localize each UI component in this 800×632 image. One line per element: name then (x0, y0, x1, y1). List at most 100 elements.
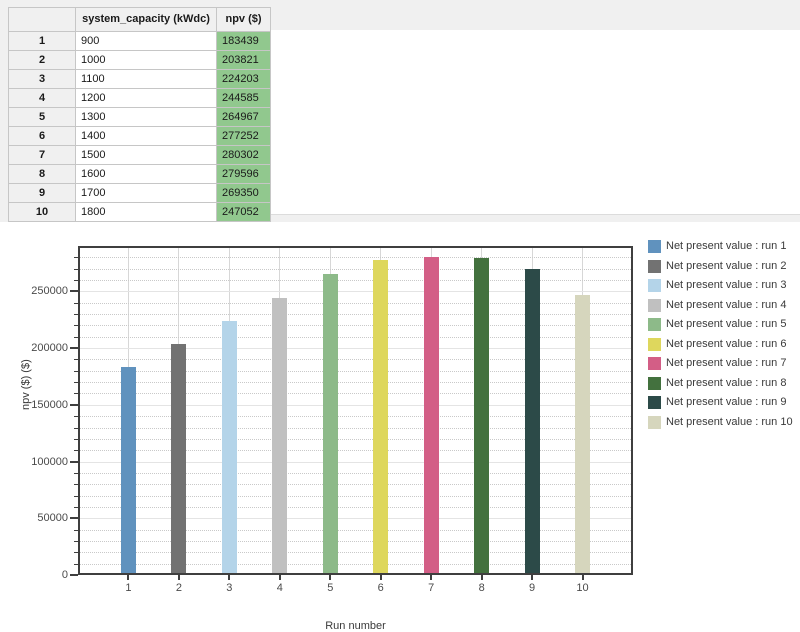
y-major-tick (70, 290, 78, 293)
capacity-cell[interactable]: 900 (75, 31, 217, 51)
legend-label: Net present value : run 7 (666, 357, 787, 369)
x-tick-label: 1 (125, 582, 132, 594)
x-tick (480, 575, 483, 580)
legend-item-run-6: Net present value : run 6 (648, 337, 793, 351)
legend-item-run-2: Net present value : run 2 (648, 259, 793, 273)
y-minor-tick (74, 257, 78, 259)
npv-cell[interactable]: 244585 (216, 88, 271, 108)
capacity-cell[interactable]: 1200 (75, 88, 217, 108)
row-number-cell[interactable]: 9 (8, 183, 76, 203)
major-gridline (78, 518, 633, 520)
minor-gridline (78, 484, 633, 486)
npv-cell[interactable]: 203821 (216, 50, 271, 70)
x-tick (127, 575, 130, 580)
y-major-tick (70, 517, 78, 520)
npv-cell[interactable]: 280302 (216, 145, 271, 165)
row-number-cell[interactable]: 1 (8, 31, 76, 51)
row-number-cell[interactable]: 8 (8, 164, 76, 184)
x-tick-label: 6 (377, 582, 384, 594)
capacity-cell[interactable]: 1600 (75, 164, 217, 184)
bar-run-6[interactable] (373, 260, 389, 575)
row-number-cell[interactable]: 10 (8, 202, 76, 222)
y-minor-tick (74, 325, 78, 327)
row-number-cell[interactable]: 2 (8, 50, 76, 70)
y-minor-tick (74, 472, 78, 474)
y-minor-tick (74, 529, 78, 531)
capacity-cell[interactable]: 1000 (75, 50, 217, 70)
minor-gridline (78, 370, 633, 372)
legend-swatch (648, 415, 661, 429)
table-row: 4 1200 244585 (8, 88, 271, 108)
row-number-cell[interactable]: 7 (8, 145, 76, 165)
x-tick-label: 5 (327, 582, 334, 594)
npv-cell[interactable]: 277252 (216, 126, 271, 146)
x-tick (278, 575, 281, 580)
results-table: system_capacity (kWdc) npv ($) 1 900 18343… (8, 7, 271, 222)
npv-cell[interactable]: 269350 (216, 183, 271, 203)
bar-run-10[interactable] (575, 294, 591, 575)
row-number-cell[interactable]: 3 (8, 69, 76, 89)
y-minor-tick (74, 495, 78, 497)
legend-label: Net present value : run 2 (666, 259, 787, 272)
corner-header-cell[interactable] (8, 7, 76, 32)
capacity-cell[interactable]: 1100 (75, 69, 217, 89)
capacity-cell[interactable]: 1500 (75, 145, 217, 165)
x-tick (228, 575, 231, 580)
bar-run-1[interactable] (120, 366, 136, 575)
legend-label: Net present value : run 9 (666, 396, 787, 408)
legend-label: Net present value : run 8 (666, 376, 787, 389)
y-minor-tick (74, 280, 78, 282)
npv-cell[interactable]: 264967 (216, 107, 271, 127)
major-gridline (78, 461, 633, 463)
table-row: 3 1100 224203 (8, 69, 271, 89)
npv-cell[interactable]: 279596 (216, 164, 271, 184)
legend-item-run-8: Net present value : run 8 (648, 376, 793, 390)
legend-swatch (648, 259, 661, 273)
capacity-cell[interactable]: 1700 (75, 183, 217, 203)
y-tick-label: 200000 (31, 342, 68, 355)
minor-gridline (78, 427, 633, 429)
bar-run-3[interactable] (221, 320, 237, 575)
capacity-cell[interactable]: 1800 (75, 202, 217, 222)
column-header-npv[interactable]: npv ($) (216, 7, 271, 32)
npv-bar-chart-plot-area: Run number 0 50000 100000 150000 200000 25000… (31, 246, 633, 632)
row-number-cell[interactable]: 6 (8, 126, 76, 146)
table-row: 7 1500 280302 (8, 145, 271, 165)
minor-gridline (78, 314, 633, 316)
npv-cell[interactable]: 247052 (216, 202, 271, 222)
capacity-cell[interactable]: 1300 (75, 107, 217, 127)
minor-gridline (78, 382, 633, 384)
bar-run-7[interactable] (423, 257, 439, 575)
x-tick-label: 4 (276, 582, 283, 594)
legend-item-run-7: Net present value : run 7 (648, 357, 793, 370)
chart-panel: Run number 0 50000 100000 150000 200000 25000… (0, 222, 800, 632)
minor-gridline (78, 552, 633, 554)
table-row: 6 1400 277252 (8, 126, 271, 146)
table-row: 5 1300 264967 (8, 107, 271, 127)
column-header-system-capacity[interactable]: system_capacity (kWdc) (75, 7, 217, 32)
x-tick-label: 2 (175, 582, 182, 594)
legend-item-run-10: Net present value : run 10 (648, 415, 793, 429)
y-minor-tick (74, 540, 78, 542)
y-minor-tick (74, 552, 78, 554)
bar-run-2[interactable] (171, 343, 187, 575)
x-tick-label: 3 (226, 582, 233, 594)
minor-gridline (78, 529, 633, 531)
legend-swatch (648, 376, 661, 390)
bar-run-5[interactable] (322, 274, 338, 575)
bar-run-8[interactable] (474, 257, 490, 575)
capacity-cell[interactable]: 1400 (75, 126, 217, 146)
bar-run-9[interactable] (524, 269, 540, 575)
npv-cell[interactable]: 183439 (216, 31, 271, 51)
y-minor-tick (74, 427, 78, 429)
row-number-cell[interactable]: 4 (8, 88, 76, 108)
bar-run-4[interactable] (272, 297, 288, 575)
x-tick-label: 10 (576, 582, 589, 594)
legend-label: Net present value : run 4 (666, 298, 787, 311)
minor-gridline (78, 359, 633, 361)
npv-cell[interactable]: 224203 (216, 69, 271, 89)
y-tick-label: 50000 (37, 512, 68, 525)
minor-gridline (78, 495, 633, 497)
row-number-cell[interactable]: 5 (8, 107, 76, 127)
